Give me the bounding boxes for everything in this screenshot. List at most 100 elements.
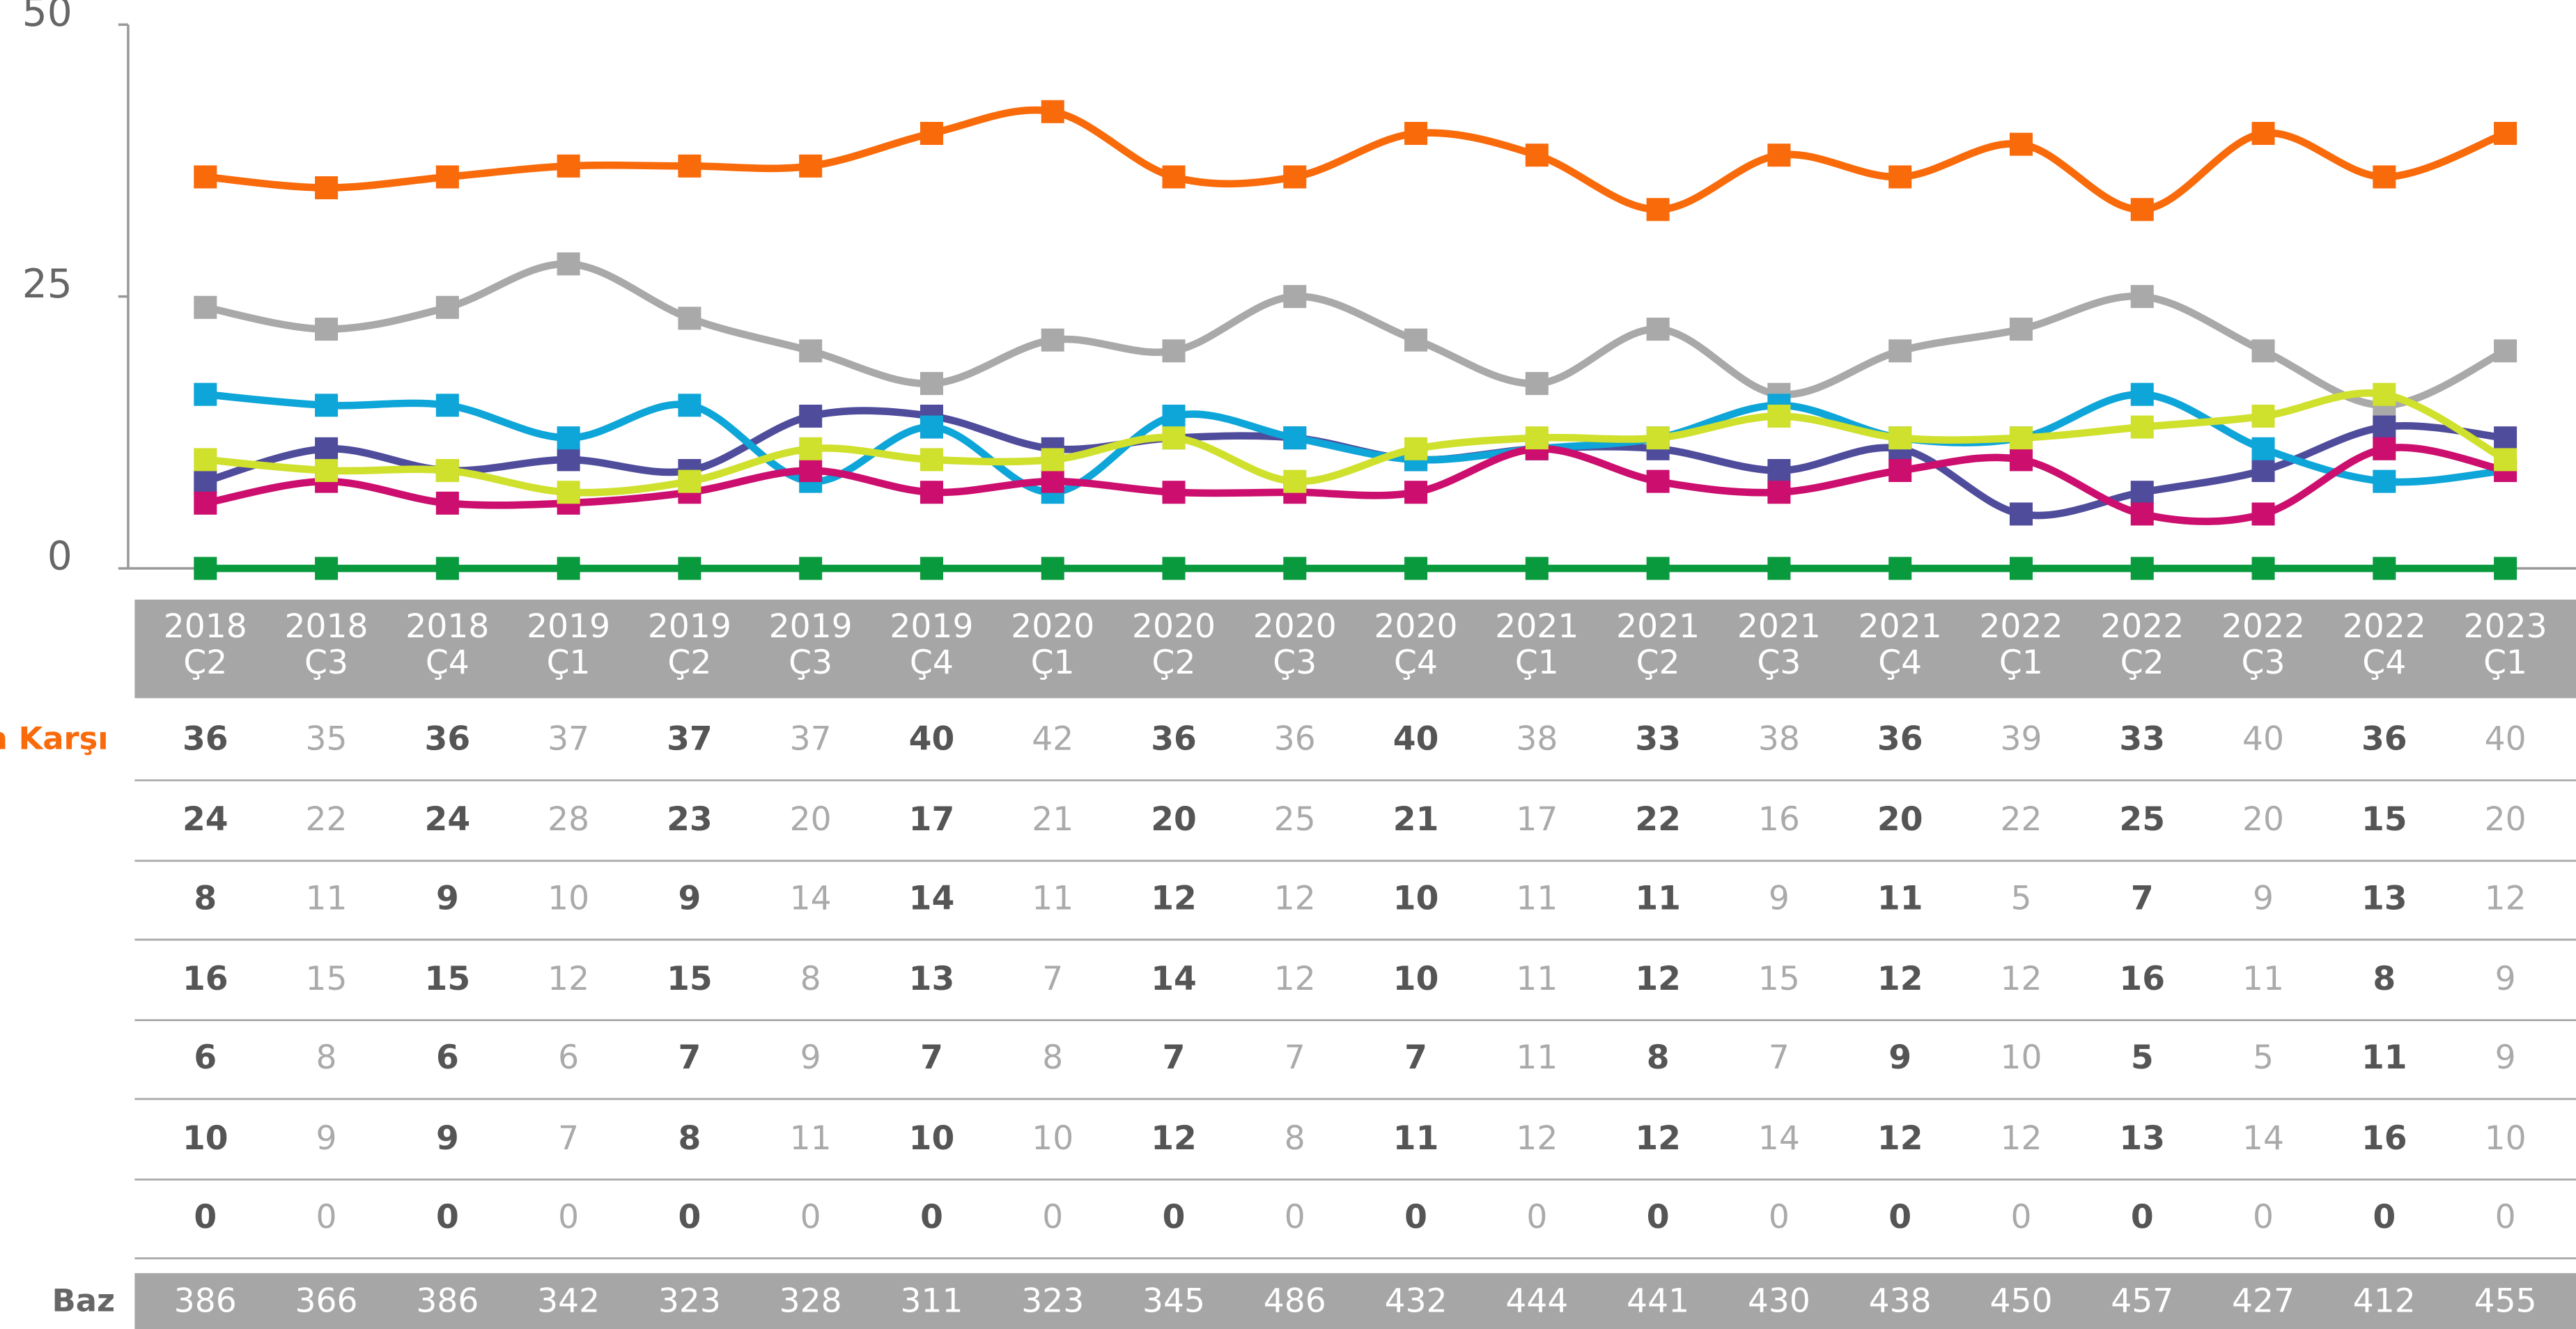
x-tick-label: 2021 Ç4 bbox=[1858, 607, 1942, 682]
data-label: 36 bbox=[425, 720, 471, 759]
data-label: 16 bbox=[2119, 960, 2165, 998]
data-label: 14 bbox=[1758, 1119, 1800, 1158]
data-label: 10 bbox=[2485, 1119, 2527, 1158]
series-marker bbox=[1888, 165, 1912, 189]
data-label: 11 bbox=[2361, 1039, 2407, 1077]
series-marker bbox=[1162, 557, 1186, 580]
x-tick-cell: 2021 Ç3 bbox=[1737, 607, 1821, 682]
data-label: 17 bbox=[1516, 800, 1558, 839]
series-marker bbox=[1041, 448, 1064, 472]
x-tick-label: 2021 Ç3 bbox=[1737, 607, 1821, 682]
data-label: 6 bbox=[558, 1039, 579, 1077]
data-label: 0 bbox=[2253, 1198, 2274, 1236]
data-label: 0 bbox=[1163, 1198, 1186, 1236]
base-value: 441 bbox=[1627, 1282, 1689, 1320]
data-label: 0 bbox=[558, 1198, 579, 1236]
data-label: 17 bbox=[909, 800, 955, 839]
series-marker bbox=[1404, 121, 1428, 146]
series-marker bbox=[1162, 339, 1186, 363]
data-label: 12 bbox=[2000, 1119, 2042, 1158]
data-label: 15 bbox=[667, 960, 713, 998]
series-marker bbox=[1888, 459, 1912, 483]
series-marker bbox=[2494, 426, 2517, 450]
series-marker bbox=[1404, 557, 1428, 580]
data-label: 11 bbox=[1516, 879, 1558, 917]
x-tick-cell: 2021 Ç2 bbox=[1616, 608, 1700, 681]
series-marker bbox=[678, 306, 701, 330]
data-label: 37 bbox=[667, 720, 713, 759]
data-label: 40 bbox=[2485, 720, 2527, 759]
data-label: 36 bbox=[1877, 720, 1923, 759]
series-marker bbox=[1404, 328, 1428, 352]
x-tick-cell: 2022 Ç1 bbox=[1979, 608, 2063, 681]
data-label: 16 bbox=[183, 960, 228, 998]
data-label: 12 bbox=[1635, 960, 1681, 998]
series-marker bbox=[920, 557, 943, 580]
data-label: 8 bbox=[2373, 960, 2396, 998]
series-marker bbox=[1767, 404, 1791, 428]
series-marker bbox=[1525, 372, 1549, 396]
series-marker bbox=[678, 557, 701, 580]
series-marker bbox=[1162, 426, 1186, 450]
series-line bbox=[204, 260, 2507, 410]
base-value: 386 bbox=[174, 1282, 237, 1320]
series-marker bbox=[435, 459, 459, 483]
x-tick-label: 2019 Ç2 bbox=[647, 607, 731, 682]
data-label: 11 bbox=[2242, 960, 2284, 998]
data-label: 22 bbox=[2000, 800, 2042, 839]
data-label: 8 bbox=[316, 1039, 337, 1077]
data-label: 20 bbox=[790, 800, 832, 839]
data-label: 36 bbox=[2361, 720, 2407, 759]
data-label: 10 bbox=[1393, 879, 1439, 917]
data-label: 21 bbox=[1393, 800, 1439, 839]
series-marker bbox=[1646, 426, 1670, 450]
data-label: 9 bbox=[2495, 960, 2516, 998]
data-label: 7 bbox=[678, 1039, 701, 1077]
series-marker bbox=[557, 448, 580, 472]
series-marker bbox=[1888, 339, 1912, 363]
base-value: 323 bbox=[658, 1282, 721, 1320]
series-marker bbox=[799, 404, 823, 428]
data-label: 10 bbox=[183, 1119, 228, 1158]
x-tick-label: 2019 Ç4 bbox=[890, 607, 974, 682]
series-marker bbox=[920, 448, 943, 472]
series-marker bbox=[2009, 318, 2033, 341]
series-marker bbox=[1404, 481, 1428, 504]
series-marker bbox=[1525, 143, 1549, 167]
data-label: 13 bbox=[2361, 879, 2407, 917]
data-label: 11 bbox=[1877, 879, 1923, 917]
series-marker bbox=[194, 469, 217, 493]
series-marker bbox=[194, 557, 217, 580]
series-marker bbox=[2009, 132, 2033, 156]
data-label: 11 bbox=[1393, 1119, 1439, 1158]
data-label: 11 bbox=[1516, 1039, 1558, 1077]
data-label: 9 bbox=[1769, 879, 1790, 917]
x-tick-cell: 2020 Ç2 bbox=[1132, 608, 1216, 681]
x-tick-cell: 2020 Ç1 bbox=[1011, 608, 1094, 681]
data-label: 36 bbox=[1151, 720, 1197, 759]
data-label: 11 bbox=[1635, 879, 1681, 917]
data-label: 0 bbox=[2010, 1198, 2031, 1236]
data-label: 0 bbox=[1769, 1198, 1790, 1236]
series-marker bbox=[2251, 339, 2275, 363]
series-marker bbox=[435, 394, 459, 417]
series-marker bbox=[1162, 481, 1186, 504]
series-marker bbox=[2373, 415, 2396, 439]
x-tick-label: 2019 Ç1 bbox=[527, 607, 611, 682]
series-marker bbox=[1767, 459, 1791, 483]
data-label: 10 bbox=[1032, 1119, 1073, 1158]
data-label: 20 bbox=[1877, 800, 1923, 839]
x-tick-cell: 2018 Ç2 bbox=[164, 608, 247, 681]
x-tick-label: 2022 Ç3 bbox=[2221, 607, 2306, 682]
data-label: 28 bbox=[548, 800, 589, 839]
data-label: 16 bbox=[2361, 1119, 2407, 1158]
x-tick-cell: 2019 Ç3 bbox=[769, 608, 853, 681]
data-label: 25 bbox=[1274, 800, 1316, 839]
series-marker bbox=[678, 394, 701, 417]
data-label: 14 bbox=[909, 879, 955, 917]
data-label: 0 bbox=[920, 1198, 943, 1236]
data-label: 20 bbox=[2485, 800, 2527, 839]
data-label: 12 bbox=[2485, 879, 2527, 917]
series-marker bbox=[1162, 165, 1186, 189]
series-line bbox=[205, 390, 2506, 497]
